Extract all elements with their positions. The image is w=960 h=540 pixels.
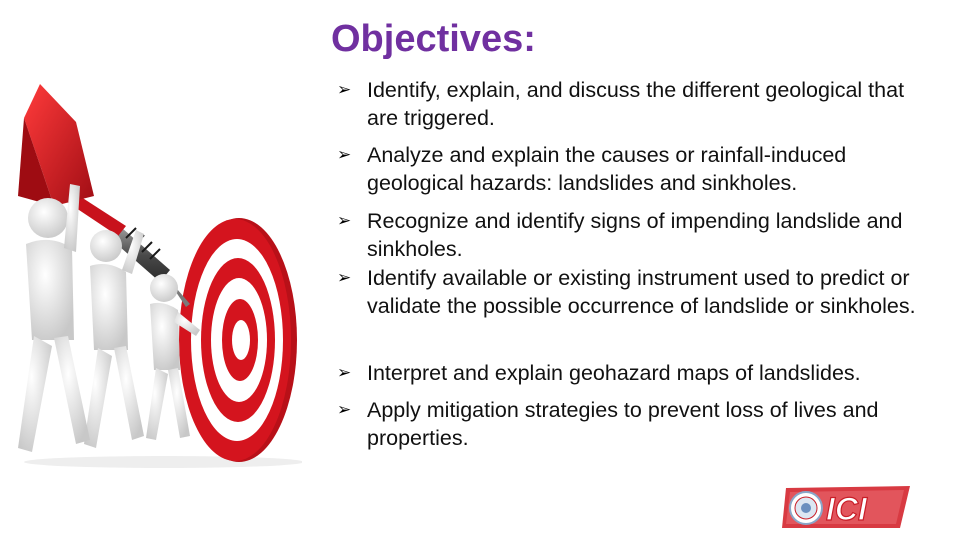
seal-emblem-icon [789, 491, 823, 525]
figure-3 [146, 274, 200, 440]
arrowhead-bullet-icon: ➢ [337, 145, 352, 165]
objective-text: Identify available or existing instrumen… [367, 266, 916, 318]
objective-text: Interpret and explain geohazard maps of … [367, 361, 861, 385]
dart-target-illustration [18, 84, 302, 468]
objective-text: Apply mitigation strategies to prevent l… [367, 398, 879, 450]
target-icon [179, 218, 297, 462]
arrowhead-bullet-icon: ➢ [337, 80, 352, 100]
logo-text: ICI [826, 491, 868, 527]
objective-text: Recognize and identify signs of impendin… [367, 209, 903, 261]
arrowhead-bullet-icon: ➢ [337, 268, 352, 288]
objective-text: Identify, explain, and discuss the diffe… [367, 78, 905, 130]
ici-logo: ICI [782, 486, 910, 528]
figure-2 [84, 230, 144, 448]
arrowhead-bullet-icon: ➢ [337, 211, 352, 231]
objective-text: Analyze and explain the causes or rainfa… [367, 143, 847, 195]
arrowhead-bullet-icon: ➢ [337, 400, 352, 420]
arrowhead-bullet-icon: ➢ [337, 363, 352, 383]
slide-title: Objectives: [331, 18, 536, 60]
figure-1 [18, 184, 90, 452]
